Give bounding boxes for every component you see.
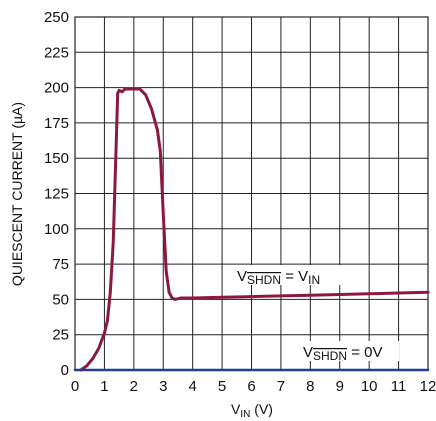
series-annotation-shdn-0v: VSHDN = 0V (301, 341, 399, 363)
annotation-2-over: SHDN (313, 349, 347, 363)
x-tick-label-12: 12 (420, 378, 436, 395)
y-tick-label-0: 0 (61, 362, 69, 379)
grid-lines (74, 16, 429, 371)
y-tick-label-1: 25 (52, 327, 69, 344)
y-tick-label-4: 100 (44, 221, 69, 238)
x-tick-label-11: 11 (391, 378, 407, 395)
series-line-0 (79, 87, 430, 372)
series-lines (73, 87, 430, 372)
x-tick-label-4: 4 (188, 378, 196, 395)
annotation-1-main: V (237, 268, 247, 285)
y-tick-label-8: 200 (44, 80, 69, 97)
x-tick-label-8: 8 (306, 378, 314, 395)
x-tick-label-1: 1 (100, 378, 108, 395)
annotation-1-eq: = V (281, 268, 308, 285)
x-axis-label-main: V (231, 401, 241, 417)
x-tick-label-6: 6 (247, 378, 255, 395)
x-tick-label-9: 9 (336, 378, 344, 395)
series-annotation-shdn-vin: VSHDN = VIN (234, 265, 352, 287)
x-axis-label-unit: (V) (250, 401, 273, 417)
annotation-1-sub: IN (308, 273, 320, 287)
x-tick-label-5: 5 (218, 378, 226, 395)
x-axis-label: VIN (V) (231, 401, 273, 420)
y-tick-label-2: 50 (52, 291, 69, 308)
y-tick-labels: 0 25 50 75 100 125 150 175 200 225 250 (44, 9, 69, 379)
svg-text:VSHDN = VIN: VSHDN = VIN (237, 268, 320, 287)
annotation-1-over: SHDN (247, 273, 281, 287)
x-tick-label-3: 3 (159, 378, 167, 395)
x-tick-label-0: 0 (71, 378, 79, 395)
y-tick-label-5: 125 (44, 186, 69, 203)
x-axis-label-sub: IN (240, 409, 250, 420)
y-axis-label: QUIESCENT CURRENT (µA) (9, 102, 25, 286)
x-tick-label-7: 7 (277, 378, 285, 395)
x-tick-labels: 0 1 2 3 4 5 6 7 8 9 10 11 12 (71, 378, 436, 395)
y-tick-label-9: 225 (44, 44, 69, 61)
y-tick-label-7: 175 (44, 115, 69, 132)
x-tick-label-2: 2 (130, 378, 138, 395)
x-tick-label-10: 10 (361, 378, 378, 395)
annotation-2-main: V (303, 344, 313, 361)
y-tick-label-10: 250 (44, 9, 69, 26)
annotation-2-eq: = 0V (347, 344, 382, 361)
y-tick-label-6: 150 (44, 150, 69, 167)
y-tick-label-3: 75 (52, 256, 69, 273)
svg-text:VSHDN = 0V: VSHDN = 0V (303, 344, 382, 363)
